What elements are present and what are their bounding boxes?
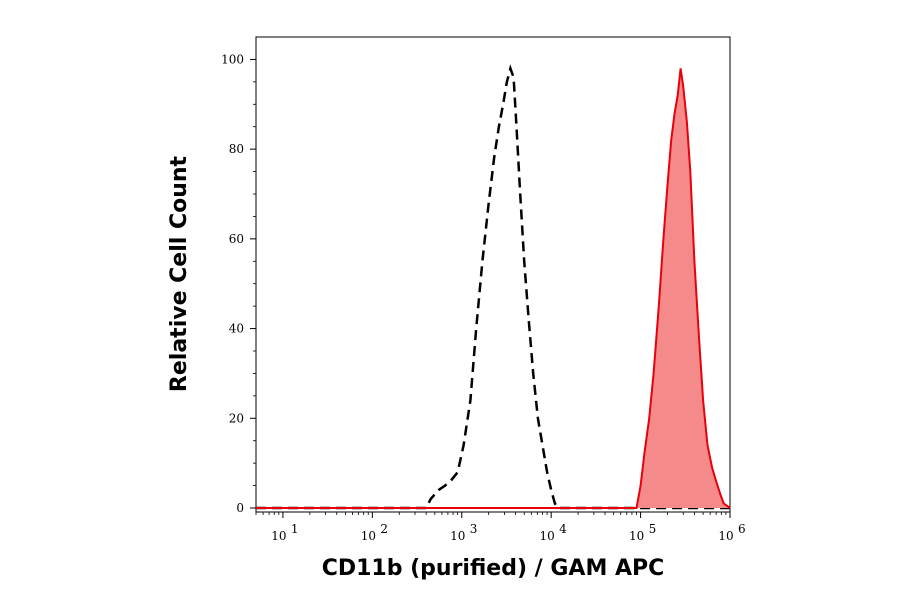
y-tick-label-3: 60: [229, 232, 244, 246]
y-axis-title: Relative Cell Count: [167, 155, 192, 392]
x-axis-title: CD11b (purified) / GAM APC: [322, 556, 665, 581]
y-tick-label-5: 100: [221, 52, 244, 66]
x-axis: 10 1 10 2 10 3 10 4 10 5 10 6: [255, 512, 746, 543]
x-tick-label-5: 10: [718, 529, 733, 543]
x-tick-exp-2: 3: [470, 522, 478, 536]
x-tick-exp-5: 6: [738, 522, 746, 536]
plot-frame: [255, 36, 731, 513]
series-1-line: [256, 68, 731, 509]
y-tick-label-1: 20: [229, 411, 244, 425]
series-0-line: [256, 64, 730, 510]
x-tick-exp-3: 4: [559, 522, 567, 536]
x-tick-label-1: 10: [361, 529, 376, 543]
x-tick-label-0: 10: [271, 529, 286, 543]
x-tick-label-4: 10: [629, 529, 644, 543]
x-tick-label-2: 10: [450, 529, 465, 543]
y-tick-label-4: 80: [229, 142, 244, 156]
y-tick-label-0: 0: [236, 501, 244, 515]
x-tick-exp-0: 1: [291, 522, 299, 536]
series-layer: [256, 64, 731, 510]
y-axis: 0 20 40 60 80 100: [221, 52, 256, 515]
x-tick-exp-1: 2: [380, 522, 388, 536]
y-tick-label-2: 40: [229, 322, 244, 336]
x-tick-label-3: 10: [540, 529, 555, 543]
x-tick-exp-4: 5: [649, 522, 657, 536]
series-1-area: [256, 68, 730, 509]
